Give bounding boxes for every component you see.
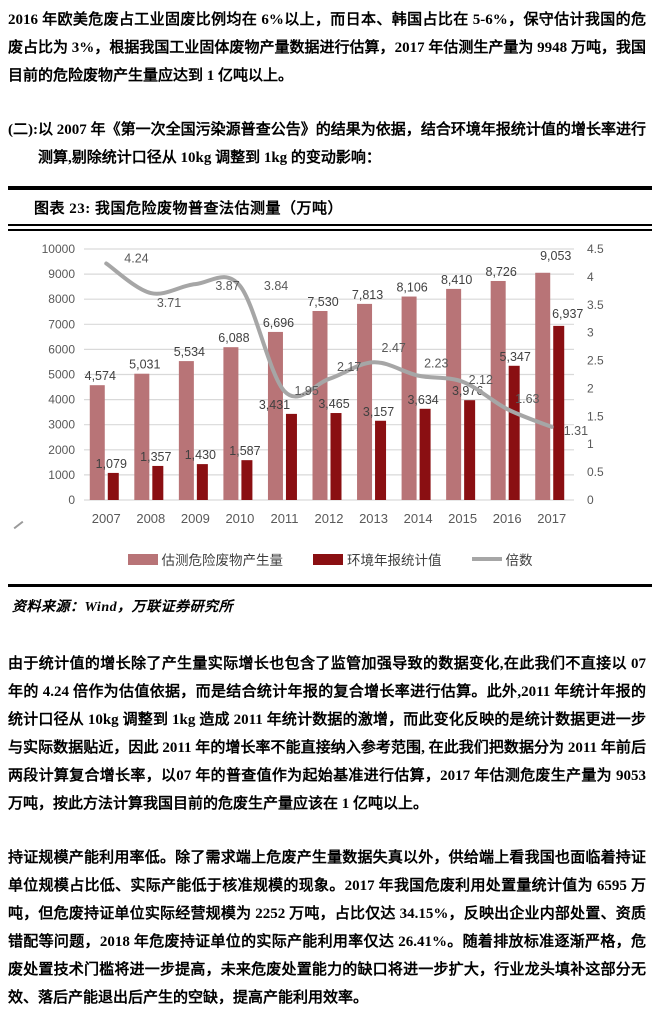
- svg-text:4.5: 4.5: [587, 242, 604, 256]
- svg-text:8,726: 8,726: [486, 265, 517, 279]
- svg-text:2.12: 2.12: [469, 373, 493, 387]
- svg-text:9000: 9000: [48, 267, 75, 281]
- paragraph-analysis: 由于统计值的增长除了产生量实际增长也包含了监管加强导致的数据变化,在此我们不直接…: [8, 656, 646, 812]
- chart-svg: 0100020003000400050006000700080009000100…: [42, 242, 604, 526]
- svg-text:2017: 2017: [537, 511, 566, 526]
- svg-text:1,430: 1,430: [185, 448, 216, 462]
- svg-text:2: 2: [587, 381, 594, 395]
- svg-text:0: 0: [68, 493, 75, 507]
- line-labels: 4.24 3.71 3.87 3.84 1.95 2.17 2.47 2.23 2.12 1.63…: [124, 252, 588, 438]
- svg-text:2016: 2016: [493, 511, 522, 526]
- svg-text:3.84: 3.84: [264, 279, 288, 293]
- figure-top-rule: [8, 186, 652, 190]
- svg-text:5,534: 5,534: [174, 345, 205, 359]
- svg-text:1.63: 1.63: [515, 392, 539, 406]
- svg-text:1.5: 1.5: [587, 409, 604, 423]
- figure-title: 图表 23: 我国危险废物普查法估测量（万吨）: [34, 201, 343, 217]
- svg-text:5000: 5000: [48, 368, 75, 382]
- figure-title-rule: [8, 224, 652, 231]
- svg-text:2011: 2011: [270, 511, 298, 526]
- legend-bar-swatch: [313, 553, 343, 565]
- legend-item-2: 环境年报统计值: [313, 549, 442, 569]
- figure-bottom-rule: [8, 584, 652, 587]
- svg-text:2010: 2010: [225, 511, 254, 526]
- svg-text:3,157: 3,157: [363, 405, 394, 419]
- svg-text:2.47: 2.47: [382, 341, 406, 355]
- legend-label: 倍数: [505, 553, 533, 568]
- svg-text:1.31: 1.31: [564, 424, 588, 438]
- svg-text:10000: 10000: [42, 242, 76, 256]
- svg-text:4.24: 4.24: [124, 252, 148, 266]
- svg-text:2014: 2014: [404, 511, 433, 526]
- svg-text:9,053: 9,053: [540, 249, 571, 263]
- svg-text:2009: 2009: [181, 511, 210, 526]
- svg-text:1,079: 1,079: [96, 457, 127, 471]
- svg-text:6000: 6000: [48, 342, 75, 356]
- svg-text:2015: 2015: [448, 511, 477, 526]
- legend-bar-swatch: [127, 553, 158, 565]
- legend-item-3: 倍数: [471, 549, 533, 569]
- ratio-line: [104, 261, 554, 429]
- paragraph-intro: 2016 年欧美危废占工业固废比例均在 6%以上，而日本、韩国占比在 5-6%，…: [8, 12, 646, 84]
- svg-text:8,410: 8,410: [441, 273, 472, 287]
- svg-text:6,696: 6,696: [263, 316, 294, 330]
- svg-text:4: 4: [587, 270, 594, 284]
- svg-text:4000: 4000: [48, 393, 75, 407]
- data-source: 资料来源：Wind，万联证券研究所: [12, 600, 234, 615]
- svg-text:3,431: 3,431: [259, 398, 290, 412]
- paragraph-capacity-body: 除了需求端上危废产生量数据失真以外，供给端上看我国也面临着持证单位规模占比低、实…: [8, 850, 646, 1006]
- svg-text:1,357: 1,357: [140, 450, 171, 464]
- chart-legend: 估测危险废物产生量 环境年报统计值 倍数: [8, 548, 652, 570]
- svg-text:7000: 7000: [48, 317, 75, 331]
- svg-text:2.5: 2.5: [587, 354, 604, 368]
- svg-text:2.23: 2.23: [424, 357, 448, 371]
- legend-label: 估测危险废物产生量: [161, 553, 284, 568]
- bars-reported: [107, 325, 565, 500]
- svg-text:7,813: 7,813: [352, 288, 383, 302]
- svg-text:1,587: 1,587: [229, 444, 260, 458]
- chart: 0 1000 2000 3000 4000 5000 6000 7000 8000 9000 100…: [8, 233, 652, 540]
- svg-text:8000: 8000: [48, 292, 75, 306]
- svg-text:3.5: 3.5: [587, 298, 604, 312]
- svg-text:2008: 2008: [136, 511, 165, 526]
- svg-text:0.5: 0.5: [587, 465, 604, 479]
- axis-labels: 0100020003000400050006000700080009000100…: [42, 242, 604, 526]
- svg-text:1: 1: [587, 437, 594, 451]
- svg-text:6,937: 6,937: [552, 307, 583, 321]
- svg-text:0: 0: [587, 493, 594, 507]
- svg-text:5,347: 5,347: [500, 350, 531, 364]
- svg-text:2007: 2007: [92, 511, 121, 526]
- svg-text:3: 3: [587, 326, 594, 340]
- svg-text:3,465: 3,465: [318, 397, 349, 411]
- svg-text:1.95: 1.95: [294, 384, 318, 398]
- paragraph-method: (二):以 2007 年《第一次全国污染源普查公告》的结果为依据，结合环境年报统…: [8, 122, 646, 166]
- svg-text:3.71: 3.71: [157, 296, 181, 310]
- svg-text:4,574: 4,574: [85, 369, 116, 383]
- figure-23: 图表 23: 我国危险废物普查法估测量（万吨） 0 1000 2000 3000 400…: [8, 186, 652, 587]
- legend-label: 环境年报统计值: [347, 553, 442, 568]
- svg-text:3000: 3000: [48, 418, 75, 432]
- legend-item-1: 估测危险废物产生量: [127, 549, 284, 569]
- bar-labels: 4,574 5,031 5,534 6,088 6,696 7,530 7,813 8,106…: [85, 249, 584, 471]
- svg-text:2000: 2000: [48, 443, 75, 457]
- legend-line-swatch: [471, 557, 502, 561]
- bars-estimated: [89, 272, 551, 500]
- svg-text:5,031: 5,031: [129, 358, 160, 372]
- svg-text:3,634: 3,634: [407, 393, 438, 407]
- svg-text:2013: 2013: [359, 511, 388, 526]
- svg-text:1000: 1000: [48, 468, 75, 482]
- paragraph-capacity-lead: 持证规模产能利用率低。: [8, 850, 176, 866]
- svg-text:2.17: 2.17: [337, 360, 361, 374]
- svg-text:8,106: 8,106: [396, 281, 427, 295]
- svg-text:7,530: 7,530: [307, 295, 338, 309]
- svg-text:3.87: 3.87: [215, 279, 239, 293]
- svg-text:2012: 2012: [315, 511, 344, 526]
- svg-text:6,088: 6,088: [218, 331, 249, 345]
- paragraph-capacity: 持证规模产能利用率低。除了需求端上危废产生量数据失真以外，供给端上看我国也面临着…: [8, 844, 646, 1012]
